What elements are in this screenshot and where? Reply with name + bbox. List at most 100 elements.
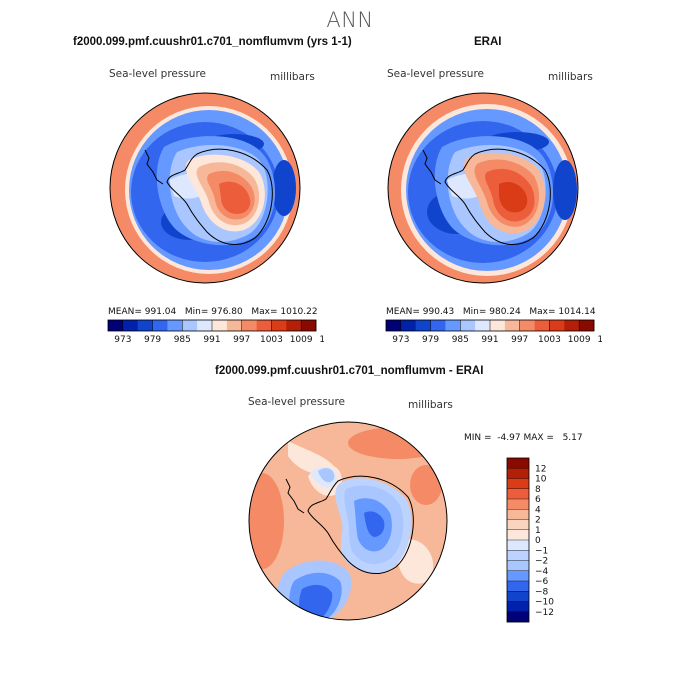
panel3-min-value: -4.97 — [497, 433, 521, 443]
panel2-variable-label: Sea-level pressure — [387, 68, 485, 80]
panel2-map-svg — [387, 92, 579, 284]
panel1-colorbar-svg: 973 979 985 991 997 1003 1009 1015 — [107, 319, 342, 345]
panel3-colorbar-tick-label: 2 — [535, 516, 541, 526]
panel3-colorbar-swatch — [507, 529, 529, 541]
panel1-colorbar-tick-label: 997 — [233, 335, 250, 345]
panel1-colorbar-swatch — [108, 320, 124, 331]
panel1-colorbar-swatch — [241, 320, 257, 331]
panel2-max-label: Max= — [529, 307, 556, 317]
panel1-map — [109, 92, 301, 289]
panel3-colorbar-tick-label: −6 — [535, 577, 549, 587]
panel1-colorbar-swatch — [197, 320, 213, 331]
panel2-colorbar-tick-label: 979 — [422, 335, 439, 345]
panel1-colorbar-swatch — [271, 320, 287, 331]
panel2-colorbar-swatch — [519, 320, 535, 331]
panel3-colorbar-tick-label: −2 — [535, 557, 548, 567]
panel1-min-value: 976.80 — [211, 307, 243, 317]
panel1-mean-label: MEAN= — [108, 307, 142, 317]
panel3-colorbar-swatch — [507, 488, 529, 500]
panel3-colorbar-tick-label: −8 — [535, 587, 549, 597]
panel1-max-value: 1010.22 — [280, 307, 318, 317]
panel2-colorbar-swatch — [534, 320, 550, 331]
panel1-colorbar-swatch — [301, 320, 317, 331]
panel1-colorbar-swatch — [167, 320, 183, 331]
panel3-colorbar-tick-label: −10 — [535, 598, 554, 608]
panel1-colorbar-swatch — [256, 320, 272, 331]
panel3-map-svg — [248, 421, 448, 621]
panel1-min-label: Min= — [184, 307, 209, 317]
panel3-colorbar-tick-label: 12 — [535, 464, 546, 474]
panel1-colorbar-swatch — [137, 320, 153, 331]
panel2-colorbar-tick-label: 1009 — [568, 335, 591, 345]
panel1-colorbar-tick-label: 973 — [114, 335, 131, 345]
panel1-colorbar-tick-label: 1003 — [260, 335, 283, 345]
panel3-colorbar-tick-label: 8 — [535, 485, 541, 495]
panel3-stats: MIN = -4.97 MAX = 5.17 — [464, 433, 583, 443]
panel1-colorbar-tick-label: 1015 — [319, 335, 324, 345]
panel3-colorbar-swatch — [507, 560, 529, 572]
panel3-colorbar-swatch — [507, 550, 529, 561]
panel2-colorbar-swatch — [549, 320, 565, 331]
panel3-colorbar-swatch — [507, 581, 529, 592]
panel2-units-label: millibars — [548, 71, 593, 83]
panel1-colorbar-tick-label: 1009 — [290, 335, 313, 345]
panel1-stats: MEAN= 991.04 Min= 976.80 Max= 1010.22 — [108, 307, 318, 317]
panel3-map — [248, 421, 448, 626]
panel3-colorbar-swatch — [507, 478, 529, 490]
panel2-colorbar-swatch — [400, 320, 417, 331]
panel3-colorbar-swatch — [507, 519, 529, 531]
panel1-title: f2000.099.pmf.cuushr01.c701_nomflumvm (y… — [73, 36, 352, 48]
panel1-map-svg — [109, 92, 301, 284]
panel3-min-label: MIN = — [464, 433, 492, 443]
panel3-colorbar-tick-label: 1 — [535, 526, 541, 536]
panel3-colorbar-swatch — [507, 509, 529, 520]
panel2-colorbar-swatch — [504, 320, 521, 331]
panel1-colorbar-swatch — [122, 320, 139, 331]
panel2-max-value: 1014.14 — [558, 307, 596, 317]
panel2-colorbar-swatch — [490, 320, 506, 331]
panel3-colorbar-swatch — [507, 601, 529, 613]
panel2-colorbar-swatch — [475, 320, 491, 331]
panel2-mean-value: 990.43 — [422, 307, 455, 317]
panel1-mean-value: 991.04 — [144, 307, 177, 317]
panel3-colorbar-swatch — [507, 611, 529, 623]
main-title: ANN — [326, 8, 374, 32]
panel2-colorbar-swatch — [430, 320, 446, 331]
panel1-colorbar-tick-label: 979 — [144, 335, 161, 345]
panel2-colorbar-tick-label: 973 — [392, 335, 409, 345]
panel2-min-value: 980.24 — [489, 307, 521, 317]
panel3-colorbar-swatch — [507, 570, 529, 582]
panel1-max-label: Max= — [251, 307, 278, 317]
panel3-max-label: MAX = — [523, 433, 554, 443]
panel2-colorbar-swatch — [445, 320, 461, 331]
panel3-colorbar-swatch — [507, 499, 529, 510]
panel1-colorbar-tick-label: 991 — [203, 335, 220, 345]
panel2-mean-label: MEAN= — [386, 307, 420, 317]
panel1-variable-label: Sea-level pressure — [109, 68, 207, 80]
panel3-colorbar-swatch — [507, 540, 529, 551]
panel3-colorbar-swatch — [507, 591, 529, 602]
panel1-colorbar-swatch — [182, 320, 198, 331]
panel3-colorbar-tick-label: 10 — [535, 475, 547, 485]
panel3-colorbar: 12 10 8 6 4 2 1 0 −1 −2 −4 −6 −8 −10 −12 — [505, 456, 565, 631]
panel2-map — [387, 92, 579, 289]
panel3-colorbar-tick-label: 0 — [535, 536, 541, 546]
panel3-colorbar-tick-label: −4 — [535, 567, 549, 577]
panel3-units-label: millibars — [408, 399, 453, 411]
panel3-colorbar-swatch — [507, 458, 529, 469]
panel1-colorbar: 973 979 985 991 997 1003 1009 1015 — [104, 318, 342, 351]
panel2-colorbar-tick-label: 991 — [481, 335, 498, 345]
panel2-colorbar-swatch — [415, 320, 431, 331]
panel1-colorbar-swatch — [212, 320, 228, 331]
panel1-colorbar-swatch — [286, 320, 302, 331]
panel3-colorbar-tick-label: 6 — [535, 495, 541, 505]
panel2-colorbar-swatch — [564, 320, 580, 331]
panel3-colorbar-swatch — [507, 468, 529, 479]
panel2-title: ERAI — [474, 36, 502, 48]
panel3-variable-label: Sea-level pressure — [248, 396, 346, 408]
panel3-title: f2000.099.pmf.cuushr01.c701_nomflumvm - … — [215, 365, 484, 377]
panel3-colorbar-tick-label: −1 — [535, 546, 548, 556]
panel2-colorbar-tick-label: 997 — [511, 335, 528, 345]
panel1-units-label: millibars — [270, 71, 315, 83]
